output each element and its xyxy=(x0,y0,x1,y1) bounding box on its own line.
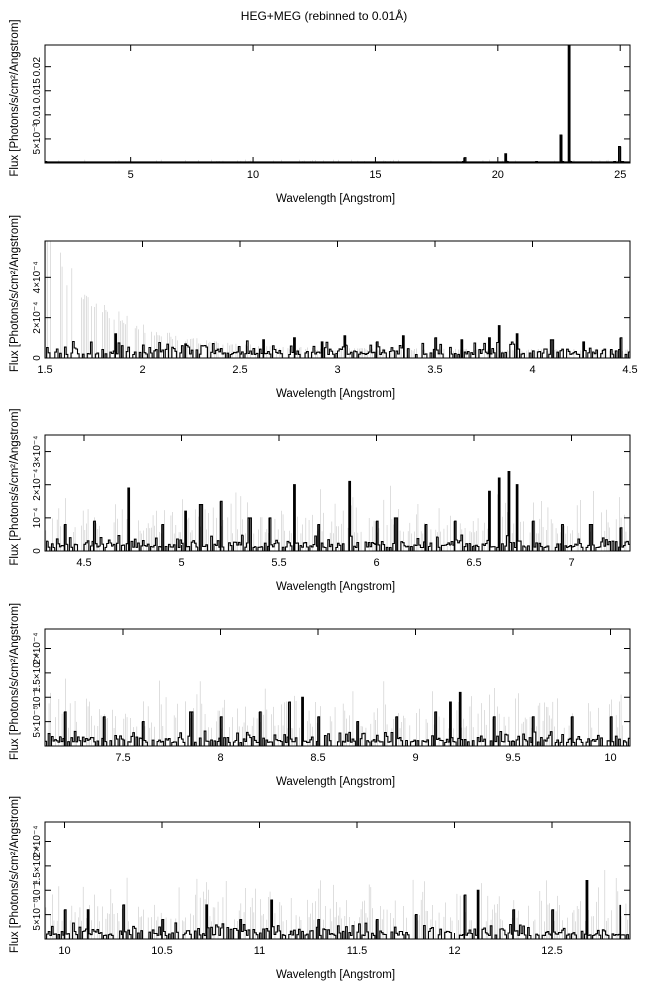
x-tick-label: 11.5 xyxy=(347,945,368,957)
x-tick-label: 5 xyxy=(178,557,184,569)
y-tick-label: 1.5×10⁻⁴ xyxy=(32,846,43,886)
x-tick-label: 7.5 xyxy=(115,752,130,764)
x-tick-label: 20 xyxy=(492,169,504,181)
x-tick-label: 2.5 xyxy=(232,364,247,376)
x-tick-label: 11 xyxy=(254,945,265,957)
y-tick-label: 2×10⁻⁴ xyxy=(32,632,43,664)
x-axis-label: Wavelength [Angstrom] xyxy=(276,776,395,788)
series-line xyxy=(45,45,630,163)
y-tick-label: 5×10⁻⁵ xyxy=(32,706,43,738)
plot-frame xyxy=(44,44,631,164)
x-tick-label: 1.5 xyxy=(37,364,52,376)
x-tick-label: 25 xyxy=(614,169,626,181)
plot-frame xyxy=(44,434,631,552)
x-tick-label: 10 xyxy=(247,169,259,181)
x-tick-label: 4.5 xyxy=(622,364,637,376)
y-tick-label: 0.01 xyxy=(32,105,43,125)
x-tick-label: 8.5 xyxy=(310,752,325,764)
y-tick-label: 10⁻⁴ xyxy=(32,880,43,901)
x-axis-label: Wavelength [Angstrom] xyxy=(276,969,395,981)
x-tick-label: 12.5 xyxy=(541,945,562,957)
x-tick-label: 10 xyxy=(604,752,616,764)
plot-frame xyxy=(44,821,631,940)
y-tick-label: 1.5×10⁻⁴ xyxy=(32,653,43,693)
x-tick-label: 7 xyxy=(568,557,574,569)
x-tick-label: 9 xyxy=(412,752,418,764)
y-tick-label: 0 xyxy=(32,355,43,361)
y-tick-label: 0.02 xyxy=(32,57,43,77)
chart-panel-5: 10 10.5 11 11.5 12 12.5 5×10⁻⁵10⁻⁴1.5×10⁻⁴2×10… xyxy=(9,796,631,981)
y-tick-label: 0 xyxy=(32,548,43,554)
y-axis-label: Flux [Photons/s/cm²/Angstrom] xyxy=(9,215,21,372)
series-line xyxy=(45,691,630,746)
plot-area xyxy=(45,45,630,163)
x-tick-label: 6 xyxy=(373,557,379,569)
y-axis-label: Flux [Photons/s/cm²/Angstrom] xyxy=(9,408,21,565)
y-tick-label: 0.015 xyxy=(32,78,43,103)
x-tick-label: 6.5 xyxy=(466,557,481,569)
y-tick-label: 5×10⁻³ xyxy=(32,123,43,155)
y-axis-label: Flux [Photons/s/cm²/Angstrom] xyxy=(9,603,21,760)
x-tick-label: 10 xyxy=(58,945,70,957)
plot-area xyxy=(45,678,630,746)
x-tick-label: 8 xyxy=(217,752,223,764)
x-tick-label: 15 xyxy=(369,169,381,181)
plot-area xyxy=(45,241,630,358)
y-tick-label: 5×10⁻⁵ xyxy=(32,899,43,931)
y-tick-label: 10⁻⁴ xyxy=(32,508,43,529)
plot-area xyxy=(45,869,630,939)
series-line xyxy=(45,470,630,551)
plot-frame xyxy=(44,240,631,359)
y-tick-label: 2×10⁻⁴ xyxy=(32,825,43,857)
y-tick-label: 10⁻⁴ xyxy=(32,687,43,708)
x-tick-label: 4.5 xyxy=(76,557,91,569)
x-tick-label: 3 xyxy=(334,364,340,376)
plot-frame xyxy=(44,628,631,747)
plot-area xyxy=(45,470,630,551)
x-tick-label: 3.5 xyxy=(427,364,442,376)
x-axis-label: Wavelength [Angstrom] xyxy=(276,581,395,593)
x-tick-label: 12 xyxy=(448,945,460,957)
y-tick-label: 4×10⁻⁴ xyxy=(32,261,43,293)
y-axis-label: Flux [Photons/s/cm²/Angstrom] xyxy=(9,796,21,953)
series-line xyxy=(45,325,630,358)
chart-panel-3: 4.5 5 5.5 6 6.5 7 0 10⁻⁴ 2×10⁻⁴3×10⁻⁴ Wavelength … xyxy=(9,408,631,593)
x-tick-label: 10.5 xyxy=(151,945,172,957)
chart-panel-4: 7.5 8 8.5 9 9.5 10 5×10⁻⁵10⁻⁴1.5×10⁻⁴2×10⁻⁴ Wav… xyxy=(9,603,631,788)
x-axis-label: Wavelength [Angstrom] xyxy=(276,388,395,400)
x-tick-label: 2 xyxy=(139,364,145,376)
y-tick-label: 2×10⁻⁴ xyxy=(32,469,43,501)
x-axis-label: Wavelength [Angstrom] xyxy=(276,193,395,205)
page-title: HEG+MEG (rebinned to 0.01Å) xyxy=(240,9,408,23)
series-line xyxy=(45,879,630,939)
x-tick-label: 5.5 xyxy=(271,557,286,569)
y-tick-label: 2×10⁻⁴ xyxy=(32,302,43,334)
x-tick-label: 9.5 xyxy=(505,752,520,764)
x-tick-label: 4 xyxy=(529,364,535,376)
y-tick-label: 3×10⁻⁴ xyxy=(32,436,43,468)
x-tick-label: 5 xyxy=(128,169,134,181)
chart-panel-2: 1.5 2 2.5 3 3.5 4 4.5 0 2×10⁻⁴ 4×10⁻⁴ Wavelength [… xyxy=(9,215,638,400)
y-axis-label: Flux [Photons/s/cm²/Angstrom] xyxy=(9,19,21,176)
